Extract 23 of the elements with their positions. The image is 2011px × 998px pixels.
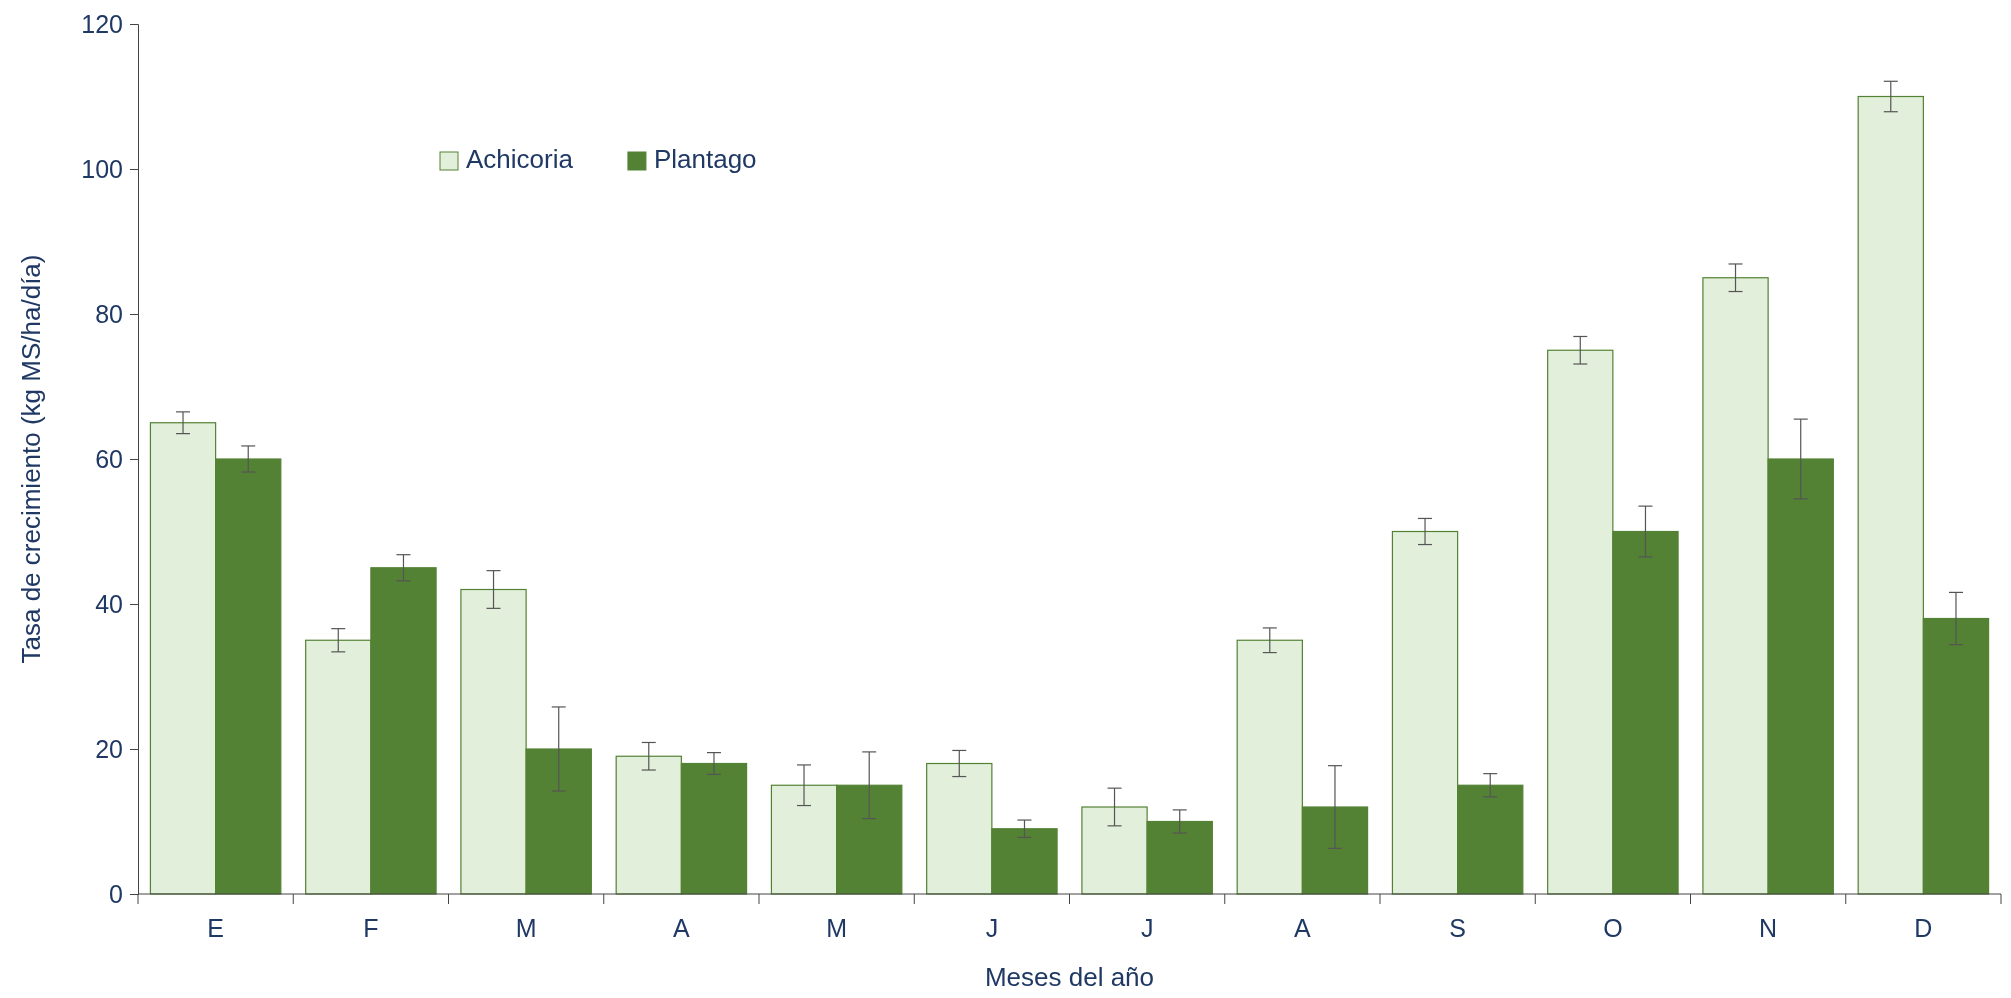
x-tick-label: O [1603,914,1623,942]
x-tick-label: N [1759,914,1778,942]
x-tick-label: A [673,914,691,942]
x-tick-label: A [1294,914,1312,942]
x-axis-title: Meses del año [984,962,1155,992]
y-tick-label: 0 [109,879,123,908]
x-tick-label: M [826,914,848,942]
y-tick-label: 20 [95,734,123,763]
legend-label: Achicoria [466,144,574,174]
x-tick-label: D [1914,914,1933,942]
x-tick-label: M [515,914,537,942]
y-tick-label: 120 [81,9,123,38]
x-tick-label: E [207,914,224,942]
legend-label: Plantago [653,144,757,174]
x-tick-label: F [363,914,379,942]
y-tick-label: 80 [95,299,123,328]
y-tick-label: 40 [95,589,123,618]
y-tick-label: 60 [95,444,123,473]
y-axis-title: Tasa de crecimiento (kg MS/ha/día) [16,254,46,664]
x-tick-label: J [1140,914,1154,942]
y-tick-label: 100 [81,154,123,183]
x-tick-label: J [985,914,999,942]
x-tick-label: S [1449,914,1466,942]
